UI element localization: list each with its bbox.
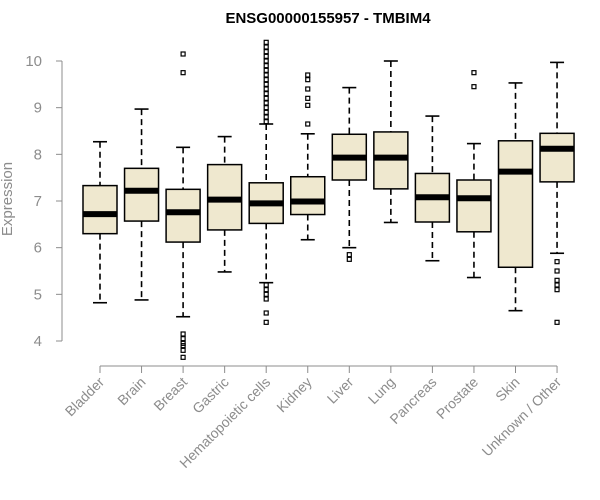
- iqr-box: [456, 179, 492, 233]
- outlier-point: [263, 100, 269, 106]
- box-group: [248, 39, 284, 325]
- y-tick-label: 4: [34, 333, 42, 350]
- box-group: [539, 61, 575, 325]
- y-tick-label: 5: [34, 286, 42, 303]
- outlier-point: [263, 58, 269, 64]
- box-group: [414, 115, 451, 262]
- outlier-point: [263, 310, 269, 316]
- outlier-point: [263, 67, 269, 73]
- y-axis-label: Expression: [0, 162, 16, 236]
- outlier-point: [554, 319, 560, 325]
- box-group: [165, 51, 201, 360]
- outlier-point: [263, 282, 269, 288]
- outlier-point: [263, 72, 269, 78]
- outlier-point: [263, 296, 269, 302]
- outlier-point: [263, 81, 269, 87]
- outlier-point: [263, 39, 269, 45]
- x-tick-label: Unknown / Other: [479, 374, 565, 460]
- outlier-point: [263, 95, 269, 101]
- outlier-point: [180, 336, 186, 342]
- outlier-point: [263, 86, 269, 92]
- box-group: [456, 70, 492, 279]
- box-group: [373, 60, 409, 224]
- plot-area: [82, 39, 575, 360]
- box-group: [206, 135, 243, 273]
- outlier-point: [263, 287, 269, 293]
- outlier-point: [180, 331, 186, 337]
- outlier-point: [471, 70, 477, 76]
- x-tick-label: Breast: [150, 374, 190, 414]
- outlier-point: [263, 77, 269, 83]
- x-tick-label: Lung: [365, 374, 398, 407]
- outlier-point: [180, 354, 186, 360]
- x-tick-label: Brain: [114, 374, 148, 408]
- x-tick-label: Kidney: [273, 374, 315, 416]
- outlier-point: [554, 277, 560, 283]
- outlier-point: [554, 287, 560, 293]
- iqr-box: [123, 167, 160, 222]
- iqr-box: [165, 188, 201, 243]
- outlier-point: [263, 63, 269, 69]
- iqr-box: [290, 175, 326, 216]
- outlier-point: [471, 84, 477, 90]
- outlier-point: [180, 347, 186, 353]
- outlier-point: [305, 102, 311, 108]
- outlier-point: [305, 95, 311, 101]
- outlier-point: [346, 252, 352, 258]
- outlier-point: [263, 49, 269, 55]
- outlier-point: [263, 44, 269, 50]
- x-tick-label: Liver: [324, 374, 357, 407]
- x-tick-label: Bladder: [62, 374, 108, 420]
- outlier-point: [180, 70, 186, 76]
- iqr-box: [497, 140, 534, 269]
- outlier-point: [263, 91, 269, 97]
- outlier-point: [180, 343, 186, 349]
- outlier-point: [263, 114, 269, 120]
- y-tick-label: 8: [34, 146, 42, 163]
- box-group: [331, 86, 368, 262]
- iqr-box: [82, 184, 118, 235]
- outlier-point: [554, 268, 560, 274]
- outlier-point: [263, 53, 269, 59]
- outlier-point: [263, 291, 269, 297]
- outlier-point: [180, 51, 186, 57]
- outlier-point: [263, 119, 269, 125]
- x-tick-label: Skin: [492, 374, 523, 405]
- outlier-point: [305, 121, 311, 127]
- y-tick-label: 10: [25, 53, 42, 70]
- y-tick-label: 7: [34, 193, 42, 210]
- y-tick-label: 9: [34, 100, 42, 117]
- outlier-point: [305, 77, 311, 83]
- x-tick-label: Prostate: [433, 374, 481, 422]
- chart-title: ENSG00000155957 - TMBIM4: [225, 10, 431, 27]
- box-group: [497, 82, 534, 312]
- box-group: [82, 140, 118, 304]
- y-tick-label: 6: [34, 240, 42, 257]
- box-group: [290, 72, 326, 241]
- outlier-point: [554, 282, 560, 288]
- outlier-point: [263, 319, 269, 325]
- outlier-point: [305, 72, 311, 78]
- outlier-point: [263, 105, 269, 111]
- outlier-point: [305, 86, 311, 92]
- outlier-point: [554, 259, 560, 265]
- box-group: [123, 108, 160, 301]
- iqr-box: [539, 132, 575, 183]
- outlier-point: [263, 109, 269, 115]
- outlier-point: [346, 256, 352, 262]
